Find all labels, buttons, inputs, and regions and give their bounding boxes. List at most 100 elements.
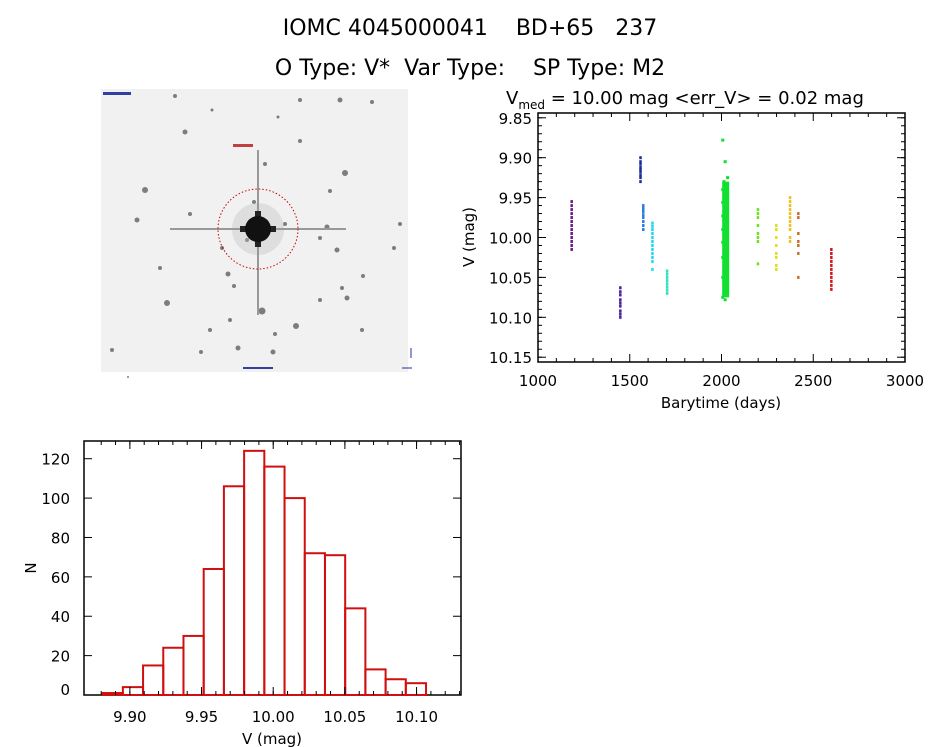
data-point (570, 232, 573, 236)
data-point (642, 224, 645, 228)
data-point (642, 204, 645, 208)
histogram-bar (344, 607, 367, 696)
star (252, 200, 256, 204)
star (142, 187, 148, 193)
x-tick-label: 1000 (519, 372, 557, 390)
star (342, 170, 348, 176)
y-tick-label: 9.85 (499, 110, 532, 128)
image-label-mark (233, 144, 253, 147)
data-point (619, 315, 622, 319)
star (340, 286, 344, 290)
x-axis-label: V (mag) (242, 730, 302, 747)
data-point (788, 204, 792, 208)
data-point (788, 220, 792, 224)
data-point (639, 170, 642, 174)
star (258, 307, 266, 315)
data-point (570, 228, 573, 232)
star (110, 348, 114, 352)
star (270, 349, 276, 355)
data-point (756, 239, 760, 243)
histogram-bar (323, 554, 347, 696)
star (318, 298, 322, 302)
data-point (756, 212, 760, 216)
data-point (756, 232, 760, 236)
star (360, 328, 364, 332)
data-point (639, 165, 642, 169)
star (293, 323, 299, 329)
data-point (797, 251, 800, 255)
data-point (788, 200, 792, 204)
star (361, 274, 365, 278)
data-point (756, 262, 760, 266)
star (134, 217, 140, 223)
x-tick-label: 2000 (702, 372, 740, 390)
data-point (619, 298, 622, 302)
histogram-bar (384, 678, 407, 696)
x-tick-label: 3000 (886, 372, 924, 390)
star (228, 318, 232, 322)
data-point (775, 228, 778, 232)
light-curve-plot: Vmed = 10.00 mag <err_V> = 0.02 mag Bary… (460, 88, 924, 412)
star (173, 94, 177, 98)
data-point (788, 228, 792, 232)
star (298, 139, 302, 143)
histogram-bar (364, 668, 387, 696)
data-point (788, 216, 792, 220)
data-point (642, 208, 645, 212)
page-subtitle: O Type: V* Var Type: SP Type: M2 (274, 56, 666, 81)
data-point (788, 236, 792, 239)
y-tick-label: 80 (51, 529, 70, 547)
data-point (797, 232, 800, 236)
data-point (775, 251, 778, 255)
data-point (775, 236, 778, 239)
star (220, 246, 224, 250)
data-point (830, 275, 833, 279)
data-point (619, 309, 622, 313)
data-point (830, 267, 833, 271)
data-point (665, 291, 669, 295)
data-point (619, 290, 622, 294)
star (334, 247, 340, 253)
star (199, 350, 203, 354)
x-tick-label: 10.00 (252, 708, 295, 726)
y-axis-label: N (22, 562, 40, 573)
data-point (651, 224, 654, 228)
data-point (797, 212, 800, 216)
data-point (723, 160, 727, 164)
x-tick-label: 9.95 (185, 708, 218, 726)
data-point (726, 176, 730, 180)
data-point-cluster (722, 181, 730, 298)
data-point (570, 204, 573, 208)
histogram-bar (121, 686, 145, 696)
data-point (788, 212, 792, 216)
x-tick-label: 1500 (611, 372, 649, 390)
y-tick-label: 120 (41, 451, 70, 469)
data-point (642, 205, 645, 209)
data-point (619, 286, 622, 290)
y-tick-label: 0 (60, 681, 70, 699)
finder-image (101, 89, 412, 378)
histogram-bar (162, 646, 185, 697)
data-point (651, 236, 654, 239)
image-label-mark (243, 367, 273, 369)
histogram-bar (243, 449, 266, 697)
data-point (642, 216, 645, 220)
y-tick-label: 9.90 (499, 150, 532, 168)
data-point (788, 224, 792, 228)
data-point (642, 210, 645, 214)
data-point (570, 216, 573, 220)
data-point (797, 216, 800, 220)
star (328, 189, 332, 193)
data-point (639, 156, 642, 160)
histogram-bar (101, 692, 124, 696)
star (392, 246, 396, 250)
data-point (651, 221, 654, 225)
data-point (665, 272, 669, 276)
star (276, 115, 280, 119)
star (337, 97, 343, 103)
y-tick-label: 10.00 (489, 230, 532, 248)
star (158, 266, 162, 270)
data-point (639, 176, 642, 180)
data-point (570, 243, 573, 247)
